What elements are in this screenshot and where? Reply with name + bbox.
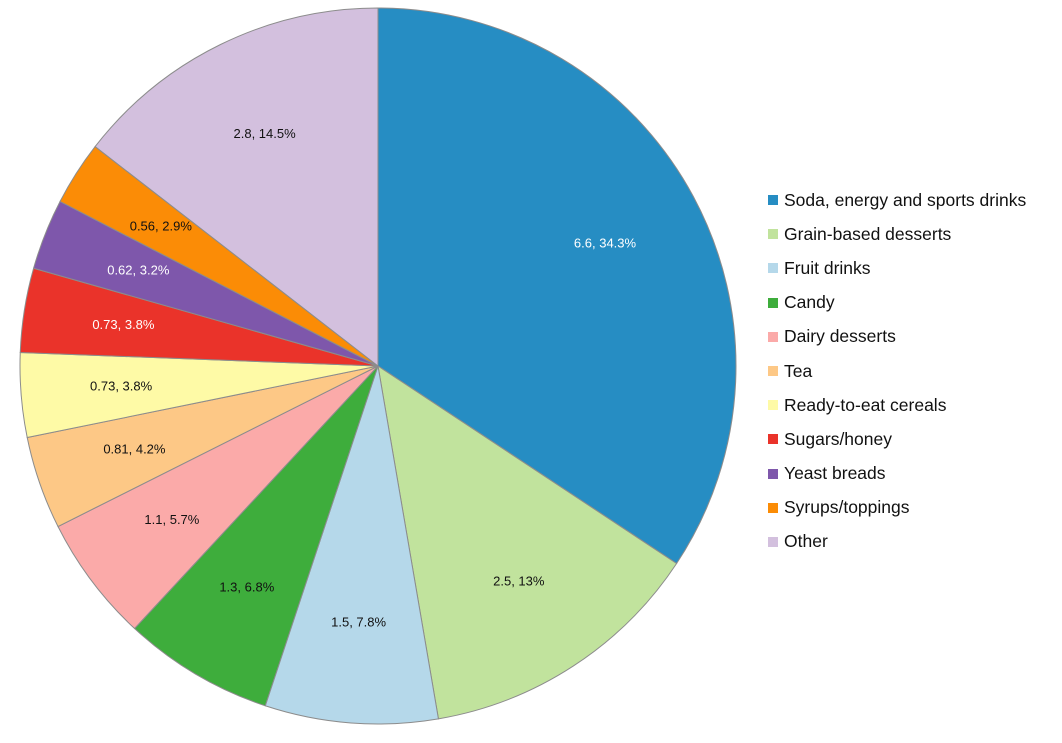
pie-slice-3 bbox=[133, 365, 379, 707]
legend-swatch bbox=[768, 195, 778, 206]
legend-swatch bbox=[768, 468, 778, 479]
slice-data-label: 2.8, 14.5% bbox=[234, 126, 297, 141]
legend-label: Grain-based desserts bbox=[784, 223, 952, 244]
legend-label: Ready-to-eat cereals bbox=[784, 394, 947, 415]
legend-item: Tea bbox=[768, 354, 1060, 388]
legend-swatch bbox=[768, 297, 778, 308]
slice-data-label: 0.81, 4.2% bbox=[103, 442, 166, 457]
slice-data-label: 6.6, 34.3% bbox=[574, 235, 637, 250]
legend-swatch bbox=[768, 229, 778, 240]
slice-data-label: 1.5, 7.8% bbox=[331, 614, 386, 629]
legend-item: Fruit drinks bbox=[768, 251, 1060, 285]
pie-slice-4 bbox=[57, 365, 379, 630]
legend-item: Syrups/toppings bbox=[768, 491, 1060, 525]
legend-label: Dairy desserts bbox=[784, 326, 896, 347]
pie-slice-10 bbox=[94, 7, 379, 368]
legend-swatch bbox=[768, 434, 778, 445]
legend-item: Other bbox=[768, 525, 1060, 559]
legend-swatch bbox=[768, 502, 778, 513]
legend-label: Candy bbox=[784, 292, 835, 313]
legend-label: Other bbox=[784, 531, 828, 552]
legend-item: Sugars/honey bbox=[768, 422, 1060, 456]
legend-label: Fruit drinks bbox=[784, 257, 871, 278]
legend-label: Sugars/honey bbox=[784, 428, 892, 449]
legend-label: Syrups/toppings bbox=[784, 497, 910, 518]
legend-item: Candy bbox=[768, 286, 1060, 320]
slice-data-label: 0.73, 3.8% bbox=[92, 317, 155, 332]
legend-swatch bbox=[768, 331, 778, 342]
legend-label: Soda, energy and sports drinks bbox=[784, 189, 1027, 210]
legend-swatch bbox=[768, 536, 778, 547]
legend-swatch bbox=[768, 366, 778, 377]
legend-item: Grain-based desserts bbox=[768, 217, 1060, 251]
legend-label: Tea bbox=[784, 360, 813, 381]
slice-data-label: 0.73, 3.8% bbox=[90, 378, 153, 393]
pie-data-labels: 6.6, 34.3% 2.5, 13% 1.5, 7.8% 1.3, 6.8% 1.1,… bbox=[90, 126, 636, 630]
slice-data-label: 1.3, 6.8% bbox=[219, 579, 274, 594]
pie-slices bbox=[19, 7, 737, 725]
legend-swatch bbox=[768, 400, 778, 411]
slice-data-label: 1.1, 5.7% bbox=[144, 512, 199, 527]
slice-data-label: 2.5, 13% bbox=[493, 573, 545, 588]
legend-item: Ready-to-eat cereals bbox=[768, 388, 1060, 422]
legend-item: Dairy desserts bbox=[768, 320, 1060, 354]
pie-slice-1 bbox=[377, 364, 678, 720]
legend-item: Yeast breads bbox=[768, 457, 1060, 491]
legend-label: Yeast breads bbox=[784, 463, 886, 484]
legend: Soda, energy and sports drinks Grain-base… bbox=[768, 183, 1060, 559]
pie-slice-2 bbox=[264, 365, 440, 725]
slice-data-label: 0.62, 3.2% bbox=[107, 263, 170, 278]
slice-data-label: 0.56, 2.9% bbox=[130, 219, 193, 234]
legend-swatch bbox=[768, 263, 778, 274]
legend-item: Soda, energy and sports drinks bbox=[768, 183, 1060, 217]
